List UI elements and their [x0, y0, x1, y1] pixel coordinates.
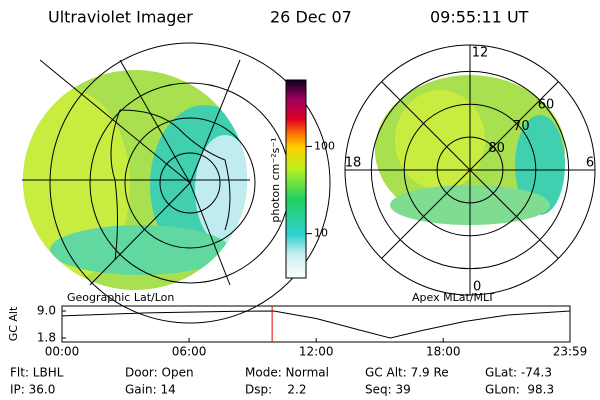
mlt-spoke: [381, 169, 471, 259]
x-tick-label: 18:00: [426, 345, 461, 359]
mlt-spoke: [469, 81, 559, 171]
info-field: IP: 36.0: [10, 383, 55, 397]
lat-label: 70: [513, 119, 530, 134]
lat-label: 60: [538, 97, 555, 112]
mlt-label: 12: [472, 46, 489, 61]
colorbar-label: photon cm⁻²s⁻¹: [269, 137, 282, 222]
title: Ultraviolet Imager: [48, 8, 193, 27]
mlt-label: 0: [473, 280, 481, 295]
mlt-spoke: [381, 81, 471, 171]
x-tick-label: 23:59: [553, 345, 588, 359]
time: 09:55:11 UT: [430, 8, 529, 27]
mlt-label: 18: [345, 156, 362, 171]
info-field: GC Alt: 7.9 Re: [365, 366, 449, 380]
gc-alt-line: [61, 310, 571, 339]
colorbar: [285, 79, 307, 279]
y-tick-label: 9.0: [37, 304, 56, 318]
info-field: Gain: 14: [125, 383, 176, 397]
info-field: Mode: Normal: [245, 366, 329, 380]
info-field: GLon: 98.3: [485, 383, 554, 397]
map-label: Geographic Lat/Lon: [67, 291, 174, 304]
colorbar-tick-label: 10: [314, 227, 328, 240]
info-field: Dsp: 2.2: [245, 383, 307, 397]
x-tick-label: 12:00: [299, 345, 334, 359]
x-tick-label: 06:00: [172, 345, 207, 359]
mlt-label: 6: [586, 156, 594, 171]
y-tick-label: 1.8: [37, 331, 56, 345]
info-field: Seq: 39: [365, 383, 411, 397]
polar-label: Apex MLat/MLT: [412, 291, 495, 304]
date: 26 Dec 07: [270, 8, 352, 27]
geo-image: [22, 42, 331, 324]
mlt-spoke: [469, 169, 559, 259]
timeline-frame: [61, 305, 571, 343]
colorbar-tick-label: 100: [314, 139, 335, 152]
info-field: GLat: -74.3: [485, 366, 552, 380]
info-field: Door: Open: [125, 366, 194, 380]
timeline-ylabel: GC Alt: [7, 306, 20, 341]
info-field: Flt: LBHL: [10, 366, 64, 380]
x-tick-label: 00:00: [45, 345, 80, 359]
lat-label: 80: [488, 141, 505, 156]
